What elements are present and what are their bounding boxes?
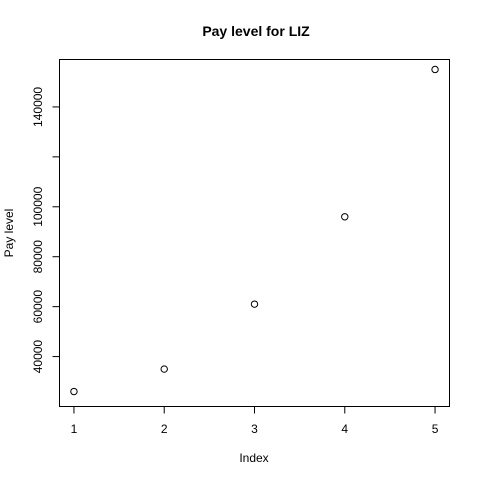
x-axis: 1 2 3 4 5 (71, 406, 439, 436)
y-tick-label: 60000 (31, 290, 45, 324)
data-point (70, 387, 78, 396)
chart-title: Pay level for LIZ (202, 23, 310, 39)
x-tick-label: 3 (251, 422, 258, 436)
data-point (341, 213, 349, 221)
data-point (250, 300, 259, 308)
data-points (70, 65, 439, 396)
x-tick-label: 4 (341, 422, 348, 436)
x-tick-label: 5 (432, 422, 439, 436)
x-tick-label: 1 (71, 422, 78, 436)
x-tick-label: 2 (161, 422, 168, 436)
data-point (431, 65, 439, 74)
y-tick-label: 80000 (31, 240, 45, 274)
y-tick-label: 40000 (31, 340, 45, 374)
x-axis-label: Index (239, 451, 268, 465)
y-axis-label: Pay level (2, 209, 16, 258)
plot-frame (59, 59, 450, 407)
y-tick-label: 140000 (31, 87, 45, 127)
y-tick-label: 100000 (31, 186, 45, 226)
data-point (160, 365, 168, 373)
y-axis: 40000 60000 80000 100000 140000 (31, 87, 60, 374)
